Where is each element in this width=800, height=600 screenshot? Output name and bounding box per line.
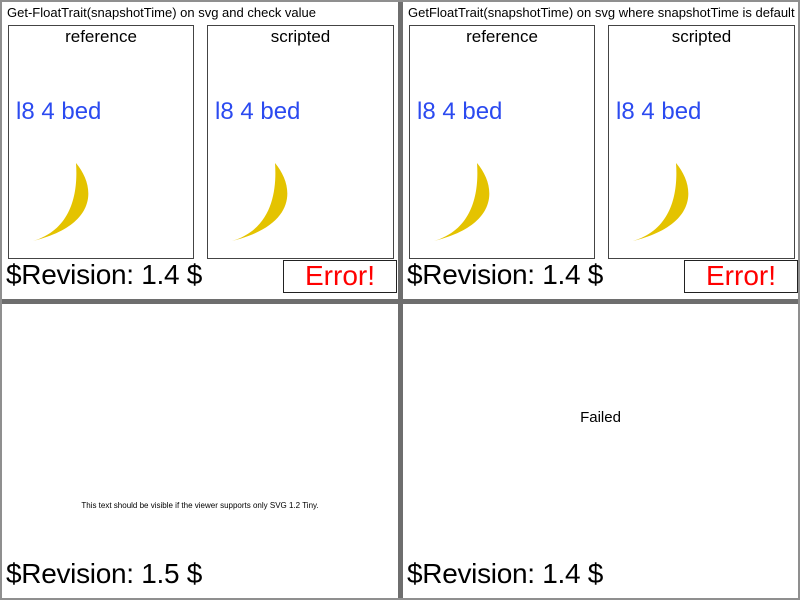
error-status-badge: Error!	[283, 260, 397, 293]
crescent-moon-shape	[633, 163, 689, 241]
quadrant-bottom-right: Failed $Revision: 1.4 $	[403, 304, 798, 598]
crescent-moon-icon	[33, 163, 89, 241]
panel-label: reference	[65, 27, 137, 46]
crescent-moon-shape	[232, 163, 288, 241]
error-status-badge: Error!	[684, 260, 798, 293]
panel-label: reference	[466, 27, 538, 46]
quadrant-bottom-left: This text should be visible if the viewe…	[2, 304, 398, 598]
revision-text: $Revision: 1.4 $	[407, 259, 603, 290]
revision-text: $Revision: 1.4 $	[6, 259, 202, 290]
failed-status-text: Failed	[580, 409, 621, 426]
panel-label: scripted	[270, 27, 331, 46]
sample-text: l8 4 bed	[417, 98, 503, 125]
crescent-moon-icon	[633, 163, 689, 241]
sample-text: l8 4 bed	[16, 98, 102, 125]
revision-text: $Revision: 1.5 $	[6, 558, 202, 589]
quadrant-top-left: Get-FloatTrait(snapshotTime) on svg and …	[2, 2, 398, 299]
svg-tiny-fallback-notice: This text should be visible if the viewe…	[81, 501, 319, 510]
sample-text: l8 4 bed	[616, 98, 702, 125]
crescent-moon-icon	[232, 163, 288, 241]
test-title: GetFloatTrait(snapshotTime) on svg where…	[408, 5, 795, 20]
reference-panel: reference l8 4 bed	[409, 25, 595, 259]
sample-text: l8 4 bed	[215, 98, 301, 125]
revision-text: $Revision: 1.4 $	[407, 558, 603, 589]
crescent-moon-shape	[33, 163, 89, 241]
horizontal-divider	[2, 299, 798, 304]
crescent-moon-shape	[434, 163, 490, 241]
scripted-panel: scripted l8 4 bed	[608, 25, 795, 259]
reference-panel: reference l8 4 bed	[8, 25, 194, 259]
test-title: Get-FloatTrait(snapshotTime) on svg and …	[7, 5, 317, 20]
crescent-moon-icon	[434, 163, 490, 241]
panel-label: scripted	[671, 27, 732, 46]
scripted-panel: scripted l8 4 bed	[207, 25, 394, 259]
quadrant-top-right: GetFloatTrait(snapshotTime) on svg where…	[403, 2, 798, 299]
